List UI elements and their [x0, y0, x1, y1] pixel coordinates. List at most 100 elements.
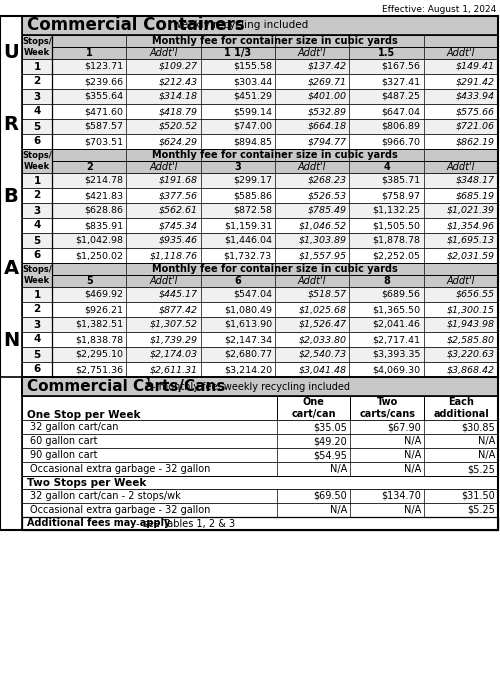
- Text: $377.56: $377.56: [158, 191, 198, 200]
- Text: $2,147.34: $2,147.34: [224, 335, 272, 344]
- Text: $445.17: $445.17: [158, 290, 198, 299]
- Text: 4: 4: [34, 106, 40, 116]
- Text: $327.41: $327.41: [382, 77, 420, 86]
- Text: 2: 2: [86, 162, 92, 172]
- Text: R: R: [4, 115, 18, 134]
- Bar: [22, 517, 498, 530]
- Text: Occasional extra garbage - 32 gallon: Occasional extra garbage - 32 gallon: [30, 464, 210, 474]
- Bar: [22, 434, 498, 448]
- Text: $49.20: $49.20: [314, 436, 348, 446]
- Text: - monthly fee; weekly recycling included: - monthly fee; weekly recycling included: [149, 381, 350, 391]
- Text: $562.61: $562.61: [158, 206, 198, 215]
- Text: Monthly fee for container size in cubic yards: Monthly fee for container size in cubic …: [152, 264, 398, 274]
- Text: $1,695.13: $1,695.13: [447, 236, 495, 245]
- Text: $212.43: $212.43: [158, 77, 198, 86]
- Text: $1,943.98: $1,943.98: [447, 320, 495, 329]
- Text: $599.14: $599.14: [233, 107, 272, 116]
- Text: $268.23: $268.23: [308, 176, 346, 185]
- Bar: [22, 476, 498, 489]
- Text: $806.89: $806.89: [382, 122, 420, 131]
- Text: $1,732.73: $1,732.73: [224, 251, 272, 260]
- Text: $794.77: $794.77: [308, 137, 346, 146]
- Text: Addt'l: Addt'l: [298, 48, 326, 58]
- Bar: [22, 362, 498, 377]
- Text: $2,611.31: $2,611.31: [150, 365, 198, 374]
- Text: $269.71: $269.71: [308, 77, 346, 86]
- Text: $3,214.20: $3,214.20: [224, 365, 272, 374]
- Text: 3: 3: [34, 91, 40, 102]
- Text: 1.5: 1.5: [378, 48, 395, 58]
- Bar: [22, 287, 498, 302]
- Text: $2,252.05: $2,252.05: [372, 251, 420, 260]
- Bar: [22, 448, 498, 462]
- Bar: [22, 16, 498, 35]
- Bar: [22, 59, 498, 74]
- Text: $966.70: $966.70: [382, 137, 420, 146]
- Text: $628.86: $628.86: [84, 206, 124, 215]
- Text: B: B: [4, 187, 18, 206]
- Text: $3,868.42: $3,868.42: [447, 365, 495, 374]
- Text: $2,174.03: $2,174.03: [150, 350, 198, 359]
- Text: N: N: [3, 331, 19, 350]
- Text: Addt'l: Addt'l: [298, 162, 326, 172]
- Bar: [52, 275, 498, 287]
- Bar: [22, 263, 52, 287]
- Text: 1 1/3: 1 1/3: [224, 48, 252, 58]
- Text: $451.29: $451.29: [233, 92, 272, 101]
- Text: $685.19: $685.19: [456, 191, 495, 200]
- Text: Additional fees may apply: Additional fees may apply: [27, 519, 171, 528]
- Text: $421.83: $421.83: [84, 191, 124, 200]
- Text: weekly recycling included: weekly recycling included: [170, 20, 308, 31]
- Text: $747.00: $747.00: [233, 122, 272, 131]
- Text: 2: 2: [34, 305, 40, 315]
- Text: $214.78: $214.78: [84, 176, 124, 185]
- Text: $758.97: $758.97: [382, 191, 420, 200]
- Text: 5: 5: [34, 235, 40, 246]
- Text: $4,069.30: $4,069.30: [372, 365, 420, 374]
- Text: $1,613.90: $1,613.90: [224, 320, 272, 329]
- Text: $149.41: $149.41: [456, 62, 495, 71]
- Text: $1,739.29: $1,739.29: [150, 335, 198, 344]
- Text: $2,680.77: $2,680.77: [224, 350, 272, 359]
- Text: $487.25: $487.25: [382, 92, 420, 101]
- Text: $1,303.89: $1,303.89: [298, 236, 346, 245]
- Text: $2,751.36: $2,751.36: [75, 365, 124, 374]
- Text: $1,307.52: $1,307.52: [150, 320, 198, 329]
- Text: Monthly fee for container size in cubic yards: Monthly fee for container size in cubic …: [152, 36, 398, 46]
- Text: $935.46: $935.46: [158, 236, 198, 245]
- Text: 1: 1: [34, 175, 40, 186]
- Text: N/A: N/A: [330, 464, 347, 474]
- Text: $2,717.41: $2,717.41: [372, 335, 420, 344]
- Text: $155.58: $155.58: [233, 62, 272, 71]
- Bar: [22, 104, 498, 119]
- Text: $1,159.31: $1,159.31: [224, 221, 272, 230]
- Bar: [0, 16, 22, 377]
- Text: Stops/
Week: Stops/ Week: [22, 265, 52, 285]
- Text: $547.04: $547.04: [233, 290, 272, 299]
- Text: $3,220.63: $3,220.63: [447, 350, 495, 359]
- Text: 3: 3: [34, 319, 40, 329]
- Text: Stops/
Week: Stops/ Week: [22, 151, 52, 171]
- Text: $518.57: $518.57: [308, 290, 346, 299]
- Bar: [22, 302, 498, 317]
- Text: $575.66: $575.66: [456, 107, 495, 116]
- Text: 2: 2: [34, 77, 40, 86]
- Text: $532.89: $532.89: [308, 107, 346, 116]
- Text: $1,526.47: $1,526.47: [298, 320, 346, 329]
- Text: Two Stops per Week: Two Stops per Week: [27, 477, 146, 487]
- Text: Addt'l: Addt'l: [298, 276, 326, 286]
- Text: $2,033.80: $2,033.80: [298, 335, 346, 344]
- Bar: [22, 218, 498, 233]
- Text: $3,041.48: $3,041.48: [298, 365, 346, 374]
- Text: $1,838.78: $1,838.78: [75, 335, 124, 344]
- Text: $526.53: $526.53: [308, 191, 346, 200]
- Bar: [22, 119, 498, 134]
- Text: $137.42: $137.42: [308, 62, 346, 71]
- Text: 8: 8: [383, 276, 390, 286]
- Text: N/A: N/A: [404, 505, 421, 515]
- Text: $624.29: $624.29: [158, 137, 198, 146]
- Text: $31.50: $31.50: [461, 491, 495, 501]
- Text: $30.85: $30.85: [461, 422, 495, 432]
- Text: $1,300.15: $1,300.15: [447, 305, 495, 314]
- Text: 1: 1: [34, 61, 40, 72]
